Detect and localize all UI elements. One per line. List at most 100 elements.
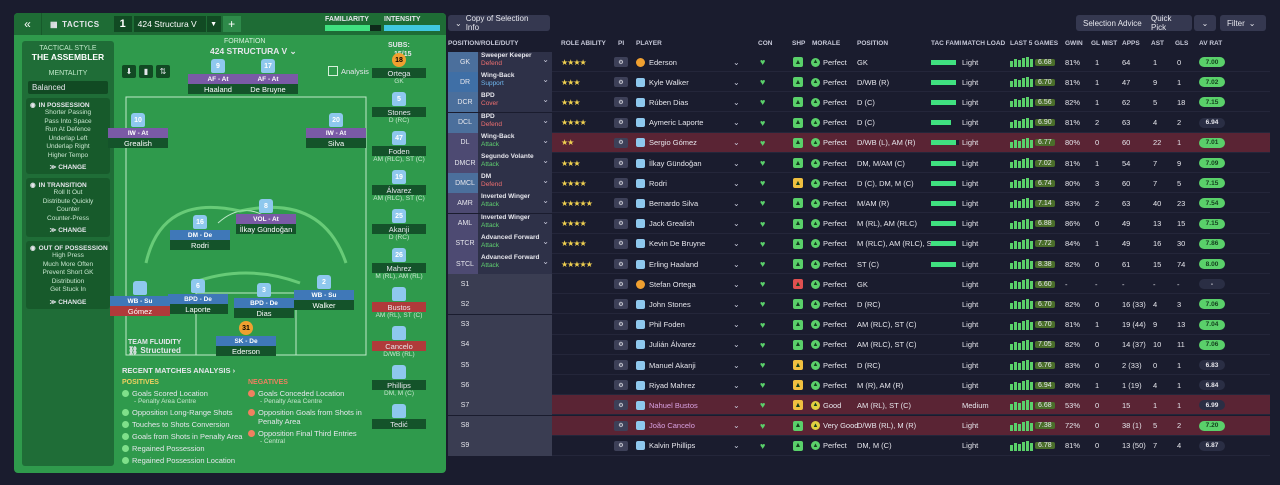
analysis-toggle[interactable]: Analysis [328, 66, 369, 76]
column-header[interactable]: APPS [1122, 40, 1140, 47]
role-duty[interactable]: Advanced Forward Attack ⌄ [478, 233, 552, 254]
chevron-down-icon[interactable]: ⌄ [733, 97, 740, 107]
table-row[interactable]: DR Wing-Back Support ⌄ ★★★ ⚙ Kyle Walker ⌄ ♥ ▲ ▲ Pe… [448, 72, 1270, 93]
table-row[interactable]: DMCR Segundo Volante Attack ⌄ ★★★ ⚙ İlkay Günd… [448, 153, 1270, 173]
chevron-down-icon[interactable]: ⌄ [733, 77, 740, 87]
column-header[interactable]: GLS [1175, 40, 1189, 47]
chevron-down-icon[interactable]: ⌄ [733, 360, 740, 370]
player-cell[interactable]: John Stones [636, 294, 691, 314]
chevron-down-icon[interactable]: ⌄ [733, 138, 740, 148]
sub-player[interactable]: 47 Foden AM (RLC), ST (C) [372, 131, 426, 165]
player-cell[interactable]: İlkay Gündoğan [636, 153, 702, 173]
table-row[interactable]: S3 ⚙ Phil Foden ⌄ ♥ ▲ ▲ Perfect AM (RLC), ST (C)… [448, 314, 1270, 335]
pitch-player[interactable]: 16 DM - De Rodri [170, 215, 230, 250]
tactical-style-name[interactable]: THE ASSEMBLER [31, 52, 105, 62]
formation-select[interactable]: 424 STRUCTURA V ⌄ [210, 46, 297, 57]
table-row[interactable]: S5 ⚙ Manuel Akanji ⌄ ♥ ▲ ▲ Perfect D (RC) Light 6.… [448, 355, 1270, 375]
chevron-down-icon[interactable]: ⌄ [733, 118, 740, 128]
analysis-title[interactable]: RECENT MATCHES ANALYSIS › [122, 366, 442, 375]
player-cell[interactable]: Kyle Walker [636, 72, 689, 92]
table-row[interactable]: S2 ⚙ John Stones ⌄ ♥ ▲ ▲ Perfect D (RC) Light 6.70… [448, 294, 1270, 315]
pi-icon[interactable]: ⚙ [614, 193, 628, 213]
player-cell[interactable]: Rúben Dias [636, 92, 688, 112]
chevron-down-icon[interactable]: ⌄ [1194, 15, 1216, 31]
sub-player[interactable]: 18 Ortega GK [372, 53, 426, 87]
column-header[interactable]: LAST 5 GAMES [1010, 40, 1059, 47]
pi-icon[interactable]: ⚙ [614, 113, 628, 133]
player-cell[interactable]: Phil Foden [636, 315, 685, 335]
player-cell[interactable]: Aymeric Laporte [636, 113, 703, 133]
table-row[interactable]: DL Wing-Back Attack ⌄ ★★ ⚙ Sergio Gómez ⌄ ♥ ▲ ▲ Per… [448, 132, 1270, 153]
add-tactic-button[interactable]: + [222, 16, 241, 32]
player-cell[interactable]: Rodri [636, 173, 667, 193]
pi-icon[interactable]: ⚙ [614, 335, 628, 355]
pitch-player[interactable]: WB - Su Gómez [110, 281, 170, 316]
role-duty[interactable]: Wing-Back Support ⌄ [478, 72, 552, 93]
pi-icon[interactable]: ⚙ [614, 52, 628, 72]
chevron-down-icon[interactable]: ⌄ [733, 219, 740, 229]
table-row[interactable]: S9 ⚙ Kalvin Phillips ⌄ ♥ ▲ ▲ Perfect DM, M (C) Li… [448, 435, 1270, 456]
table-row[interactable]: STCL Advanced Forward Attack ⌄ ★★★★★ ⚙ Erling … [448, 254, 1270, 274]
column-header[interactable]: GL MIST [1091, 40, 1118, 47]
player-cell[interactable]: Kalvin Phillips [636, 436, 695, 456]
sub-player[interactable]: 25 Akanji D (RC) [372, 209, 426, 243]
filter-button[interactable]: Filter ⌄ [1220, 15, 1266, 31]
chevron-down-icon[interactable]: ⌄ [733, 259, 740, 269]
player-cell[interactable]: Erling Haaland [636, 254, 698, 274]
chevron-down-icon[interactable]: ⌄ [733, 400, 740, 410]
player-cell[interactable]: Julián Álvarez [636, 335, 696, 355]
table-row[interactable]: S7 ⚙ Nahuel Bustos ⌄ ♥ ▲ ▲ Good AM (RL), ST (C) M… [448, 395, 1270, 416]
role-duty[interactable]: BPD Defend ⌄ [478, 112, 552, 133]
pitch-player[interactable]: 8 VOL - At İlkay Gündoğan [236, 199, 296, 234]
column-header[interactable]: GWIN [1065, 40, 1083, 47]
chevron-down-icon[interactable]: ⌄ [733, 299, 740, 309]
pi-icon[interactable]: ⚙ [614, 416, 628, 436]
sub-player[interactable]: 19 Álvarez AM (RLC), ST (C) [372, 170, 426, 204]
pitch-player[interactable]: 6 BPD - De Laporte [168, 279, 228, 314]
column-header[interactable]: SHP [792, 40, 806, 47]
pi-icon[interactable]: ⚙ [614, 395, 628, 415]
player-cell[interactable]: Jack Grealish [636, 214, 694, 234]
column-header[interactable]: AST [1151, 40, 1164, 47]
column-header[interactable]: AV RAT [1199, 40, 1223, 47]
chevron-down-icon[interactable]: ⌄ [733, 340, 740, 350]
pi-icon[interactable]: ⚙ [614, 375, 628, 395]
pi-icon[interactable]: ⚙ [614, 436, 628, 456]
player-cell[interactable]: Manuel Akanji [636, 355, 696, 375]
role-duty[interactable]: Inverted Winger Attack ⌄ [478, 193, 552, 214]
collapse-icon[interactable]: « [14, 13, 42, 35]
mentality-select[interactable]: Balanced [28, 81, 108, 94]
pi-icon[interactable]: ⚙ [614, 274, 628, 294]
pi-icon[interactable]: ⚙ [614, 355, 628, 375]
download-icon[interactable]: ⬇ [122, 65, 136, 78]
role-duty[interactable]: Sweeper Keeper Defend ⌄ [478, 52, 552, 72]
table-row[interactable]: STCR Advanced Forward Attack ⌄ ★★★★ ⚙ Kevin De… [448, 233, 1270, 254]
column-header[interactable]: MATCH LOAD [962, 40, 1006, 47]
pi-icon[interactable]: ⚙ [614, 234, 628, 254]
pi-icon[interactable]: ⚙ [614, 133, 628, 153]
player-cell[interactable]: Stefan Ortega [636, 274, 696, 294]
chevron-down-icon[interactable]: ⌄ [733, 158, 740, 168]
chevron-down-icon[interactable]: ⌄ [733, 320, 740, 330]
pi-icon[interactable]: ⚙ [614, 72, 628, 92]
chevron-down-icon[interactable]: ⌄ [733, 239, 740, 249]
table-row[interactable]: S6 ⚙ Riyad Mahrez ⌄ ♥ ▲ ▲ Perfect M (R), AM (R) L… [448, 375, 1270, 396]
chevron-down-icon[interactable]: ⌄ [733, 279, 740, 289]
column-header[interactable]: POSITION/ROLE/DUTY [448, 40, 519, 47]
column-header[interactable]: POSITION [857, 40, 889, 47]
quick-pick-button[interactable]: Quick Pick [1144, 14, 1192, 32]
sub-player[interactable]: Phillips DM, M (C) [372, 365, 426, 399]
pi-icon[interactable]: ⚙ [614, 315, 628, 335]
chevron-down-icon[interactable]: ⌄ [733, 178, 740, 188]
table-row[interactable]: DCR BPD Cover ⌄ ★★★ ⚙ Rúben Dias ⌄ ♥ ▲ ▲ Perfect D (… [448, 92, 1270, 113]
sub-player[interactable]: Tedić [372, 404, 426, 438]
table-row[interactable]: S1 ⚙ Stefan Ortega ⌄ ♥ ▲ ▲ Perfect GK Light 6.60- -… [448, 274, 1270, 295]
pi-icon[interactable]: ⚙ [614, 294, 628, 314]
player-cell[interactable]: Nahuel Bustos [636, 395, 698, 415]
player-cell[interactable]: Sergio Gómez [636, 133, 697, 153]
pi-icon[interactable]: ⚙ [614, 153, 628, 173]
column-header[interactable]: PI [618, 40, 625, 47]
table-row[interactable]: DMCL DM Defend ⌄ ★★★★ ⚙ Rodri ⌄ ♥ ▲ ▲ Perfect D (C),… [448, 173, 1270, 194]
chevron-down-icon[interactable]: ⌄ [733, 380, 740, 390]
table-row[interactable]: DCL BPD Defend ⌄ ★★★★ ⚙ Aymeric Laporte ⌄ ♥ ▲ ▲ Per… [448, 112, 1270, 133]
